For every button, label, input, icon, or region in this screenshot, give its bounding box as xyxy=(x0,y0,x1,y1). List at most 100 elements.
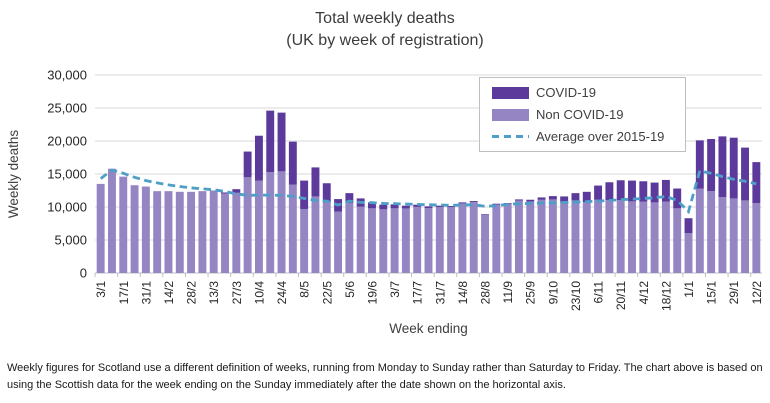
bar-noncovid xyxy=(526,201,535,273)
x-tick-label: 18/12 xyxy=(659,281,673,311)
bar-covid xyxy=(401,205,410,209)
bar-noncovid xyxy=(175,191,184,273)
bar-noncovid xyxy=(119,176,128,273)
x-tick-label: 28/2 xyxy=(185,281,199,305)
bar-covid xyxy=(368,202,376,209)
bar-covid xyxy=(458,202,467,204)
x-tick-label: 11/9 xyxy=(501,281,515,304)
bar-noncovid xyxy=(266,172,275,273)
bar-covid xyxy=(232,189,241,193)
x-tick-label: 10/4 xyxy=(252,281,266,305)
bar-covid xyxy=(266,110,275,173)
bar-noncovid xyxy=(300,208,309,273)
bar-noncovid xyxy=(379,209,388,273)
average-line xyxy=(99,168,757,215)
bar-noncovid xyxy=(311,196,320,273)
bar-noncovid xyxy=(548,199,557,273)
bar-noncovid xyxy=(741,200,749,273)
bar-noncovid xyxy=(368,208,376,273)
bar-noncovid xyxy=(254,180,263,273)
bar-noncovid xyxy=(707,191,716,273)
chart-legend: COVID-19 Non COVID-19 Average over 2015-… xyxy=(479,77,686,152)
x-tick-label: 9/10 xyxy=(546,281,560,305)
bar-noncovid xyxy=(639,201,648,273)
bar-noncovid xyxy=(594,199,603,273)
bar-noncovid xyxy=(401,208,410,273)
x-tick-label: 22/5 xyxy=(320,281,334,305)
x-tick-label: 6/11 xyxy=(592,281,606,304)
x-tick-label: 3/7 xyxy=(388,281,402,298)
y-tick-label: 20,000 xyxy=(47,134,87,149)
bar-noncovid xyxy=(108,168,116,273)
x-tick-label: 31/7 xyxy=(433,281,447,305)
bar-noncovid xyxy=(492,204,501,273)
bar-covid xyxy=(571,193,580,201)
x-tick-label: 29/1 xyxy=(727,281,741,305)
bar-covid xyxy=(582,191,591,203)
covid-swatch-icon xyxy=(492,86,529,99)
bar-covid xyxy=(718,136,727,198)
x-axis-title: Week ending xyxy=(389,321,468,336)
bar-noncovid xyxy=(661,201,670,273)
y-tick-label: 0 xyxy=(80,266,87,281)
bar-noncovid xyxy=(390,208,399,273)
bar-covid xyxy=(548,196,557,200)
bar-noncovid xyxy=(141,186,150,273)
x-tick-label: 15/1 xyxy=(705,281,719,305)
x-tick-label: 28/8 xyxy=(479,281,493,305)
bar-noncovid xyxy=(153,191,162,273)
bar-covid xyxy=(616,180,625,201)
bar-covid xyxy=(729,137,738,199)
x-tick-label: 5/6 xyxy=(343,281,357,298)
bar-covid xyxy=(605,182,614,201)
bar-covid xyxy=(277,112,286,172)
bar-noncovid xyxy=(221,193,229,273)
y-tick-label: 30,000 xyxy=(47,68,87,83)
x-tick-label: 14/8 xyxy=(456,281,470,305)
legend-label-covid: COVID-19 xyxy=(536,85,596,100)
chart-title-line1: Total weekly deaths xyxy=(315,10,455,27)
bar-covid xyxy=(661,179,670,202)
bar-covid xyxy=(695,140,704,189)
x-tick-label: 17/7 xyxy=(411,281,425,305)
bar-noncovid xyxy=(514,200,523,273)
x-tick-label: 25/9 xyxy=(524,281,538,305)
x-tick-label: 27/3 xyxy=(230,281,244,305)
x-tick-label: 3/1 xyxy=(94,281,108,298)
bar-covid xyxy=(254,135,263,181)
legend-item-average: Average over 2015-19 xyxy=(492,129,675,144)
bar-covid xyxy=(684,218,693,234)
noncovid-swatch-icon xyxy=(492,108,529,121)
bar-covid xyxy=(221,192,229,194)
legend-label-average: Average over 2015-19 xyxy=(536,129,665,144)
x-tick-label: 12/2 xyxy=(750,281,764,305)
chart-title-line2: (UK by week of registration) xyxy=(286,31,484,49)
x-tick-label: 20/11 xyxy=(614,281,628,310)
bar-covid xyxy=(481,214,489,215)
bar-covid xyxy=(300,180,309,209)
bar-noncovid xyxy=(628,201,636,273)
x-tick-label: 31/1 xyxy=(139,281,153,305)
bar-covid xyxy=(469,201,478,203)
legend-label-noncovid: Non COVID-19 xyxy=(536,107,624,122)
y-tick-label: 25,000 xyxy=(47,101,87,116)
bar-covid xyxy=(707,139,716,192)
bar-noncovid xyxy=(684,233,693,273)
bar-noncovid xyxy=(605,200,614,273)
bar-covid xyxy=(537,197,546,200)
bar-covid xyxy=(526,199,535,202)
x-tick-label: 14/2 xyxy=(162,281,176,305)
bar-covid xyxy=(322,183,331,203)
x-tick-label: 13/3 xyxy=(207,281,221,305)
bar-noncovid xyxy=(356,206,365,273)
bar-covid xyxy=(379,204,388,210)
y-axis-title: Weekly deaths xyxy=(6,130,21,219)
bar-covid xyxy=(628,180,636,202)
bar-noncovid xyxy=(96,183,105,273)
bar-noncovid xyxy=(187,191,196,273)
x-tick-label: 4/12 xyxy=(637,281,651,305)
average-dashed-line-icon xyxy=(492,135,529,138)
bar-noncovid xyxy=(718,197,727,273)
bar-noncovid xyxy=(481,214,489,273)
bar-covid xyxy=(741,147,749,201)
